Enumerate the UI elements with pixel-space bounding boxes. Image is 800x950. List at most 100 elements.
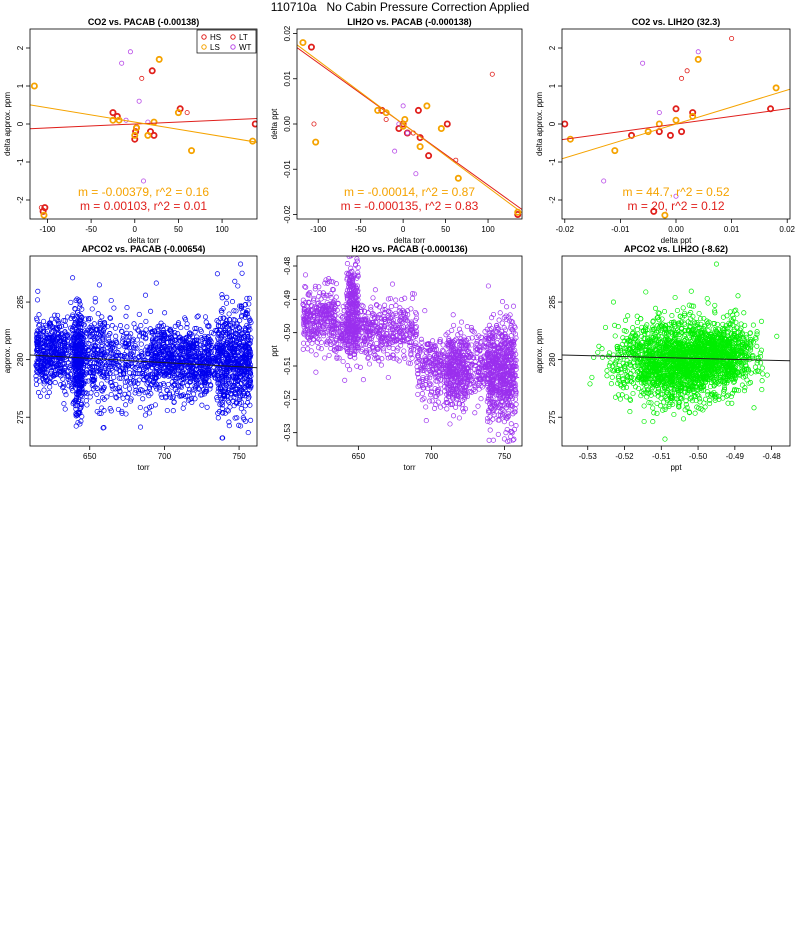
data-point (241, 409, 247, 415)
data-point (378, 343, 384, 349)
data-point-ls (423, 102, 431, 110)
data-point (387, 295, 393, 302)
data-point (108, 297, 114, 304)
data-point (34, 351, 40, 357)
data-point (122, 391, 128, 397)
data-point (196, 341, 202, 347)
data-point (393, 297, 399, 303)
data-point (244, 295, 250, 301)
data-point (68, 367, 74, 373)
data-point (147, 326, 153, 332)
data-point (227, 316, 233, 323)
data-point (427, 375, 433, 381)
data-point (79, 374, 85, 380)
data-point (344, 348, 350, 354)
data-point (35, 366, 41, 372)
x-tick-label: -0.02 (556, 225, 575, 234)
data-point (365, 355, 371, 361)
data-point (427, 392, 434, 398)
data-point (222, 388, 229, 394)
data-point (149, 344, 155, 351)
data-point (65, 343, 71, 350)
data-point (415, 391, 421, 397)
data-point (364, 350, 370, 356)
data-point (204, 381, 210, 387)
data-point (411, 291, 417, 297)
data-point (477, 377, 483, 383)
data-point (76, 369, 82, 375)
data-point (463, 371, 469, 377)
data-point (204, 359, 210, 365)
data-point (201, 378, 207, 384)
data-point (472, 410, 478, 416)
data-point (328, 291, 334, 297)
data-point (395, 345, 401, 351)
regression-annotation: m = -0.00014, r^2 = 0.87 (344, 185, 475, 199)
data-point (79, 382, 85, 388)
data-point (215, 343, 221, 349)
data-point (122, 344, 128, 350)
data-point (207, 350, 213, 356)
data-point (61, 401, 67, 407)
data-point (79, 331, 85, 337)
data-point (461, 337, 467, 343)
data-point (224, 338, 230, 344)
data-point (323, 292, 330, 298)
x-tick-label: 650 (83, 452, 97, 461)
data-point (450, 346, 456, 352)
data-point (186, 350, 192, 356)
data-point (161, 382, 167, 388)
data-point (37, 339, 43, 345)
y-tick-label: 280 (16, 352, 25, 366)
data-point (187, 364, 193, 371)
data-point (422, 308, 428, 314)
data-point (164, 407, 170, 414)
data-point (220, 410, 226, 416)
chart-title: APCO2 vs. PACAB (-0.00654) (82, 244, 206, 254)
data-point (239, 351, 245, 357)
data-point (243, 418, 249, 424)
data-point (175, 320, 182, 326)
data-point-hs (132, 128, 140, 136)
data-point (461, 360, 467, 367)
data-point (438, 382, 444, 388)
data-point (124, 324, 130, 330)
data-point (112, 346, 118, 352)
x-tick-label: -100 (39, 225, 56, 234)
data-point (105, 360, 111, 366)
data-point (111, 359, 117, 365)
data-point (469, 351, 475, 358)
data-point (226, 311, 232, 317)
data-point (349, 269, 355, 275)
data-point (245, 395, 251, 402)
data-point (138, 349, 144, 355)
x-tick-label: 0.01 (724, 225, 740, 234)
data-point (82, 328, 88, 334)
data-point (79, 368, 85, 374)
data-point (79, 371, 85, 378)
data-point (341, 308, 347, 314)
data-point-hs (148, 67, 156, 75)
data-point (367, 321, 374, 327)
data-point (430, 338, 436, 344)
data-point (346, 311, 352, 317)
data-point (310, 313, 316, 319)
data-point (477, 370, 484, 376)
data-point (124, 305, 130, 311)
data-point (247, 370, 253, 376)
data-point (302, 314, 308, 320)
data-point (198, 328, 204, 334)
data-point (372, 315, 378, 321)
data-point (414, 348, 420, 354)
data-point (464, 365, 470, 371)
data-point (214, 318, 220, 324)
data-point (399, 331, 405, 337)
data-point-hs (425, 152, 433, 160)
data-point (198, 379, 204, 385)
data-point (87, 359, 93, 365)
data-point (40, 329, 46, 335)
data-point (170, 394, 176, 400)
data-point (227, 345, 233, 351)
data-point (86, 341, 92, 347)
data-point (93, 343, 99, 349)
